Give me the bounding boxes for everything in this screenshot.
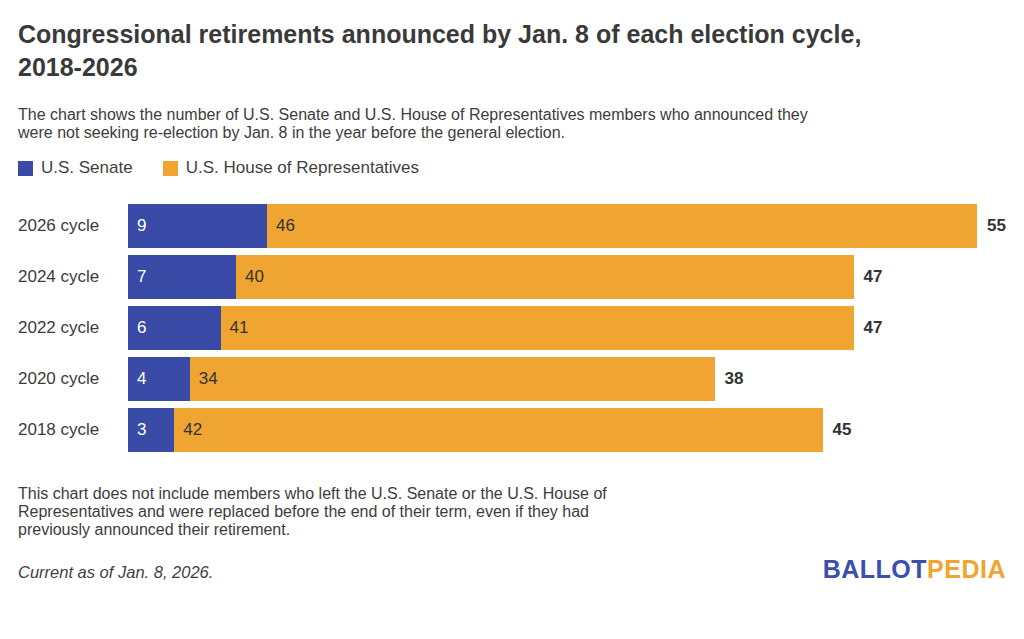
total-label: 45 — [833, 420, 852, 440]
chart-title-line2: 2018-2026 — [18, 51, 1006, 84]
senate-value-label: 6 — [128, 318, 146, 338]
row-label: 2024 cycle — [18, 267, 112, 287]
row-label: 2018 cycle — [18, 420, 112, 440]
house-value-label: 40 — [236, 267, 264, 287]
senate-value-label: 3 — [128, 420, 146, 440]
chart-row: 2024 cycle 7 40 47 — [18, 255, 1006, 299]
row-label: 2026 cycle — [18, 216, 112, 236]
chart-subtitle-line2: were not seeking re-election by Jan. 8 i… — [18, 124, 1006, 142]
legend-label-house: U.S. House of Representatives — [186, 158, 419, 178]
legend-label-senate: U.S. Senate — [41, 158, 133, 178]
chart-row: 2020 cycle 4 34 38 — [18, 357, 1006, 401]
senate-value-label: 9 — [128, 216, 146, 236]
senate-bar: 6 — [128, 306, 221, 350]
senate-bar: 4 — [128, 357, 190, 401]
house-value-label: 41 — [221, 318, 249, 338]
total-label: 47 — [864, 318, 883, 338]
chart-subtitle-line1: The chart shows the number of U.S. Senat… — [18, 106, 1006, 124]
chart-row: 2018 cycle 3 42 45 — [18, 408, 1006, 452]
house-value-label: 46 — [267, 216, 295, 236]
house-swatch-icon — [163, 161, 178, 176]
chart-legend: U.S. Senate U.S. House of Representative… — [18, 158, 1006, 178]
chart-card: Congressional retirements announced by J… — [0, 0, 1024, 639]
senate-value-label: 7 — [128, 267, 146, 287]
senate-swatch-icon — [18, 161, 33, 176]
logo-ballot-text: BALLOT — [823, 555, 927, 583]
chart-row: 2026 cycle 9 46 55 — [18, 204, 1006, 248]
house-bar: 42 — [174, 408, 822, 452]
row-label: 2020 cycle — [18, 369, 112, 389]
senate-bar: 9 — [128, 204, 267, 248]
row-label: 2022 cycle — [18, 318, 112, 338]
footer: Current as of Jan. 8, 2026. BALLOTPEDIA — [18, 555, 1006, 584]
bar-track: 6 41 47 — [128, 306, 882, 350]
house-value-label: 34 — [190, 369, 218, 389]
bar-track: 9 46 55 — [128, 204, 1006, 248]
chart-title-line1: Congressional retirements announced by J… — [18, 18, 1006, 51]
senate-value-label: 4 — [128, 369, 146, 389]
footnote-line2: Representatives and were replaced before… — [18, 503, 1006, 521]
senate-bar: 3 — [128, 408, 174, 452]
bar-track: 7 40 47 — [128, 255, 882, 299]
legend-item-senate: U.S. Senate — [18, 158, 133, 178]
chart-title: Congressional retirements announced by J… — [18, 18, 1006, 84]
footnote-line3: previously announced their retirement. — [18, 521, 1006, 539]
bar-track: 3 42 45 — [128, 408, 852, 452]
house-bar: 34 — [190, 357, 715, 401]
total-label: 55 — [987, 216, 1006, 236]
total-label: 47 — [864, 267, 883, 287]
legend-item-house: U.S. House of Representatives — [163, 158, 419, 178]
bar-track: 4 34 38 — [128, 357, 743, 401]
total-label: 38 — [725, 369, 744, 389]
chart-row: 2022 cycle 6 41 47 — [18, 306, 1006, 350]
ballotpedia-logo: BALLOTPEDIA — [823, 555, 1006, 584]
house-bar: 40 — [236, 255, 853, 299]
house-bar: 46 — [267, 204, 977, 248]
current-as-of-label: Current as of Jan. 8, 2026. — [18, 563, 213, 582]
house-value-label: 42 — [174, 420, 202, 440]
senate-bar: 7 — [128, 255, 236, 299]
logo-pedia-text: PEDIA — [927, 555, 1006, 583]
house-bar: 41 — [221, 306, 854, 350]
bar-chart: 2026 cycle946552024 cycle740472022 cycle… — [18, 204, 1006, 452]
footnote-line1: This chart does not include members who … — [18, 485, 1006, 503]
